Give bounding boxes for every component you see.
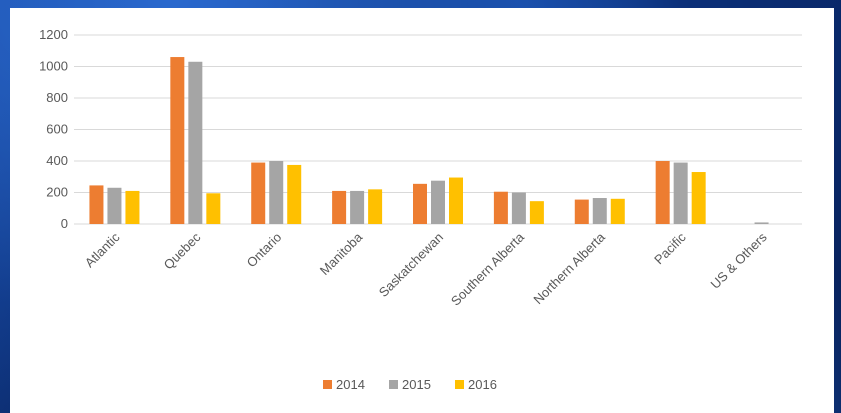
x-tick-label: Ontario [244,230,285,271]
y-tick-label: 1000 [39,59,68,74]
bar-chart: 0 200 400 600 800 1000 1200 Atlantic Quebec Onta… [39,27,802,392]
bar-2014-pacific [655,161,670,224]
bar-2016-manitoba [368,189,383,224]
bar-2016-ontario [287,164,302,224]
bar-2015-atlantic [107,187,122,224]
bar-2016-northern-alberta [610,198,625,224]
legend-swatch [455,380,464,389]
x-tick-label: Saskatchewan [376,230,446,300]
x-tick-label: Quebec [161,229,204,272]
x-tick-label: Manitoba [317,229,366,278]
y-tick-label: 200 [46,185,68,200]
legend-swatch [389,380,398,389]
bar-2015-pacific [673,162,688,224]
bar-2015-saskatchewan [431,180,445,224]
x-tick-label: US & Others [707,229,770,292]
y-tick-label: 600 [46,122,68,137]
y-tick-label: 800 [46,90,68,105]
bar-2015-us-others [754,222,769,224]
legend-label: 2016 [468,377,497,392]
bar-2014-southern-alberta [493,191,508,224]
legend: 2014 2015 2016 [323,377,497,392]
bars [89,57,769,225]
bar-2016-atlantic [125,190,140,224]
x-axis-ticks: Atlantic Quebec Ontario Manitoba Saskatchewa… [82,229,770,309]
bar-2016-saskatchewan [449,177,463,224]
bar-2015-quebec [188,61,203,225]
bar-2016-southern-alberta [529,201,544,224]
y-tick-label: 400 [46,153,68,168]
bar-2014-saskatchewan [413,183,427,224]
bar-2014-ontario [251,162,266,224]
bar-2014-atlantic [89,185,104,224]
y-tick-label: 1200 [39,27,68,42]
bar-2016-pacific [691,172,706,224]
bar-2016-quebec [206,193,221,224]
legend-label: 2014 [336,377,365,392]
bar-2015-northern-alberta [592,198,607,224]
bar-2014-manitoba [332,190,347,224]
bar-2014-northern-alberta [574,199,589,224]
bar-2014-quebec [170,57,185,224]
legend-swatch [323,380,332,389]
x-tick-label: Pacific [651,229,689,267]
bar-2015-manitoba [350,190,365,224]
y-tick-label: 0 [61,216,68,231]
bar-2015-southern-alberta [511,192,526,224]
x-tick-label: Atlantic [82,229,123,270]
y-axis-ticks: 0 200 400 600 800 1000 1200 [39,27,68,231]
bar-2015-ontario [269,161,284,224]
x-tick-label: Southern Alberta [448,229,528,309]
legend-label: 2015 [402,377,431,392]
x-tick-label: Northern Alberta [530,229,608,307]
